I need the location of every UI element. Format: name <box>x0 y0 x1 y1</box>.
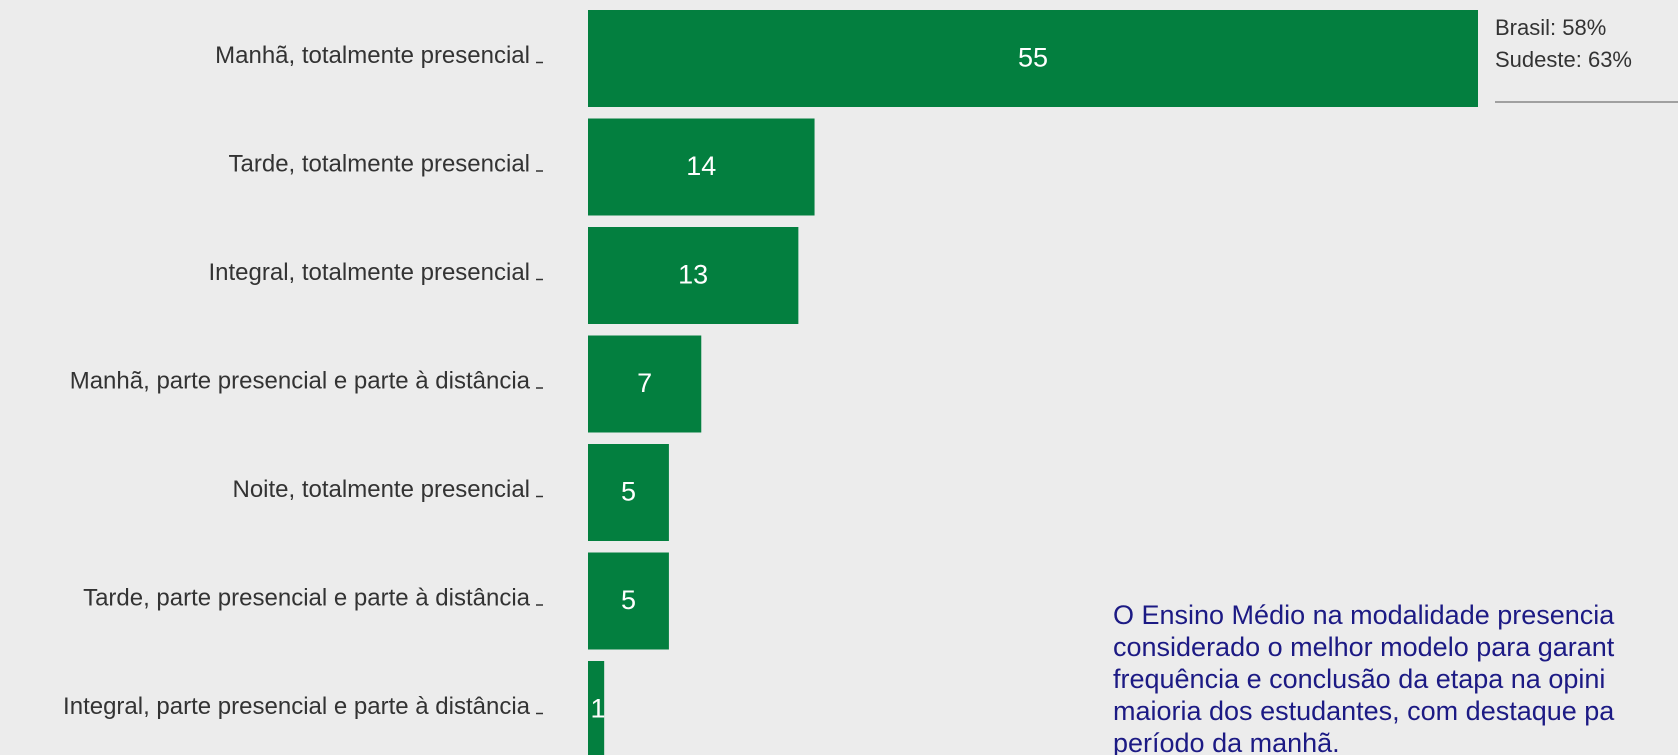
note-line: considerado o melhor modelo para garant <box>1113 632 1615 662</box>
y-tick-label: Tarde, parte presencial e parte à distân… <box>83 584 531 611</box>
bar <box>588 661 605 755</box>
bar <box>588 118 815 216</box>
note-line: O Ensino Médio na modalidade presencia <box>1113 600 1615 630</box>
value-label: 5 <box>621 477 636 507</box>
y-tick-label: Noite, totalmente presencial <box>233 476 531 503</box>
bar <box>588 335 702 433</box>
bar <box>588 10 1478 107</box>
annotation: Sudeste: 63% <box>1495 47 1632 72</box>
note-line: frequência e conclusão da etapa na opini <box>1113 664 1605 694</box>
y-tick-label: Manhã, totalmente presencial <box>215 42 530 69</box>
y-tick-label: Integral, parte presencial e parte à dis… <box>63 693 531 720</box>
bar <box>588 444 669 541</box>
y-tick-label: Tarde, totalmente presencial <box>229 150 531 177</box>
y-tick-label: Manhã, parte presencial e parte à distân… <box>70 367 531 394</box>
note-line: maioria dos estudantes, com destaque pa <box>1113 696 1615 726</box>
bar <box>588 227 799 324</box>
bar <box>588 552 669 650</box>
value-label: 55 <box>1018 43 1048 73</box>
value-label: 14 <box>686 151 716 181</box>
value-label: 5 <box>621 585 636 615</box>
value-label: 7 <box>637 368 652 398</box>
y-tick-label: Integral, totalmente presencial <box>208 259 530 286</box>
value-label: 1 <box>590 694 605 724</box>
note-line: período da manhã. <box>1113 728 1340 755</box>
annotation: Brasil: 58% <box>1495 15 1606 40</box>
value-label: 13 <box>678 260 708 290</box>
